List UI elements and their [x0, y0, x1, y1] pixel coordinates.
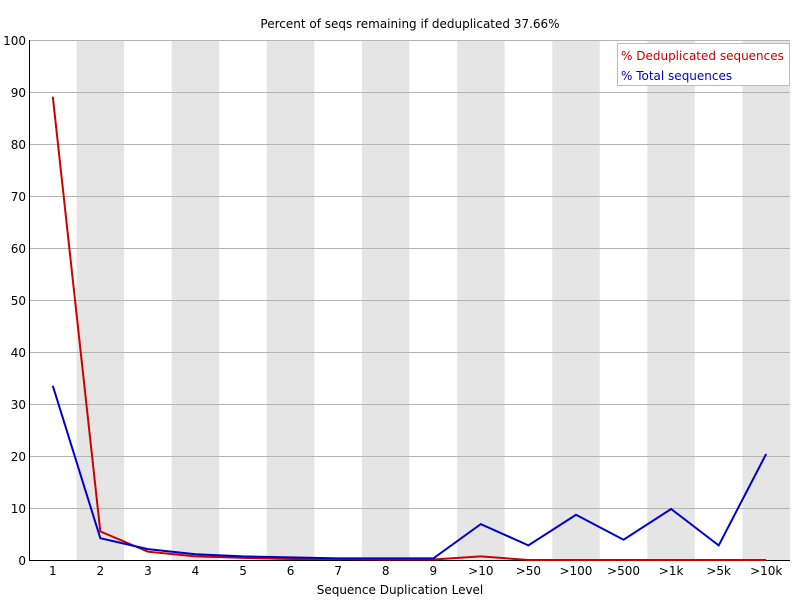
x-tick-label: 5 — [239, 564, 247, 578]
y-tick-label: 100 — [3, 34, 26, 48]
legend-entry-deduplicated: % Deduplicated sequences — [621, 49, 784, 63]
x-tick-label: >5k — [706, 564, 731, 578]
x-tick-label: 7 — [334, 564, 342, 578]
x-tick-label: 1 — [49, 564, 57, 578]
y-tick-label: 60 — [11, 242, 26, 256]
y-tick-labels: 0 10 20 30 40 50 60 70 80 90 100 — [3, 34, 26, 568]
legend-box — [617, 43, 790, 86]
x-tick-label: 4 — [192, 564, 200, 578]
y-tick-label: 50 — [11, 294, 26, 308]
legend-entry-total: % Total sequences — [621, 69, 732, 83]
y-tick-label: 80 — [11, 138, 26, 152]
x-tick-label: >1k — [659, 564, 684, 578]
x-tick-label: 6 — [287, 564, 295, 578]
x-tick-labels: 1 2 3 4 5 6 7 8 9 >10 >50 >100 >500 >1k >5k >10k — [49, 564, 782, 578]
y-tick-label: 40 — [11, 346, 26, 360]
series-line-deduplicated — [51, 96, 767, 561]
y-tick-label: 70 — [11, 190, 26, 204]
x-tick-label: >10 — [468, 564, 493, 578]
x-tick-label: 8 — [382, 564, 390, 578]
x-tick-label: >50 — [516, 564, 541, 578]
y-tick-label: 90 — [11, 86, 26, 100]
x-tick-label: >100 — [559, 564, 592, 578]
x-axis-label: Sequence Duplication Level — [317, 583, 484, 597]
series-line-total — [51, 385, 768, 560]
x-tick-label: 2 — [97, 564, 105, 578]
series-lines — [51, 96, 768, 561]
chart-title: Percent of seqs remaining if deduplicate… — [260, 17, 559, 31]
y-tick-label: 30 — [11, 398, 26, 412]
x-tick-label: 3 — [144, 564, 152, 578]
x-tick-label: >10k — [750, 564, 782, 578]
x-tick-label: 9 — [429, 564, 437, 578]
x-tick-label: >500 — [607, 564, 640, 578]
legend: % Deduplicated sequences % Total sequenc… — [617, 43, 790, 86]
gridlines — [29, 40, 790, 509]
y-tick-label: 0 — [18, 554, 26, 568]
y-tick-label: 10 — [11, 502, 26, 516]
y-tick-label: 20 — [11, 450, 26, 464]
